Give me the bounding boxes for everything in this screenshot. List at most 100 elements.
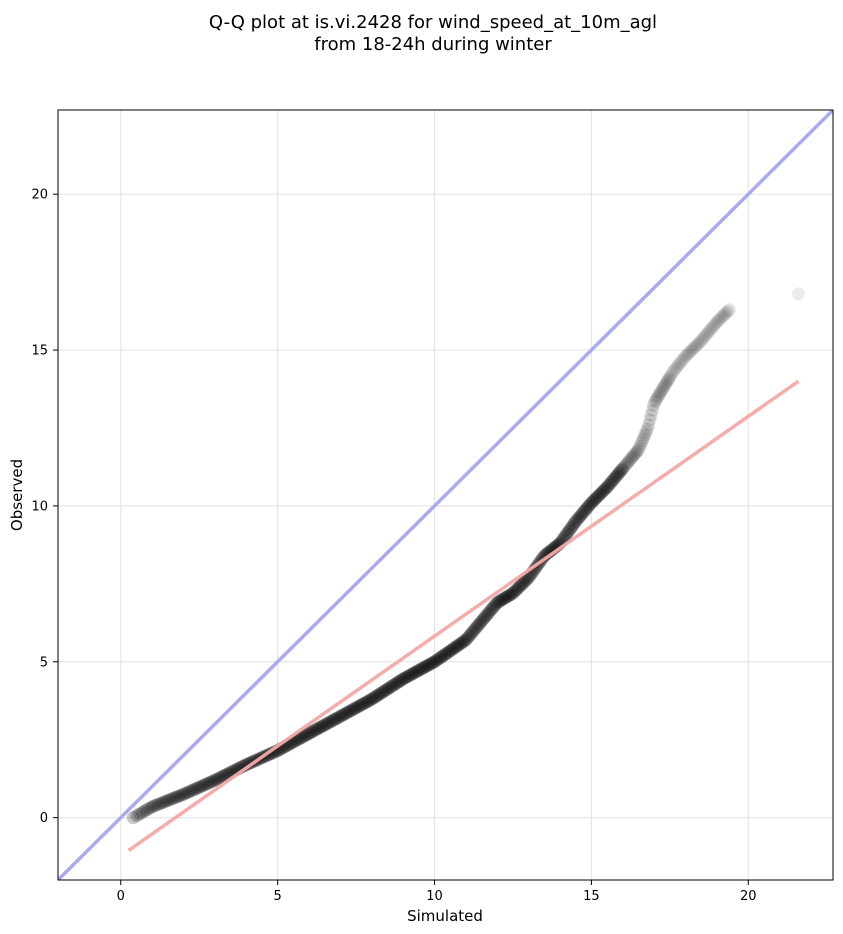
qq-point: [420, 659, 434, 673]
qq-point: [307, 724, 321, 738]
qq-point: [666, 364, 680, 378]
qq-point: [491, 595, 505, 609]
qq-point: [642, 418, 656, 432]
qq-point: [239, 758, 253, 772]
qq-point: [625, 450, 639, 464]
qq-point: [360, 695, 374, 709]
qq-point: [338, 707, 352, 721]
qq-point: [685, 343, 699, 357]
x-tick-label: 0: [117, 889, 125, 904]
qq-point: [561, 525, 575, 539]
qq-point: [483, 604, 497, 618]
y-tick-label: 10: [31, 499, 48, 514]
qq-point: [492, 594, 506, 608]
qq-point: [471, 618, 485, 632]
y-tick-label: 20: [31, 188, 48, 203]
qq-point: [428, 654, 442, 668]
qq-point: [332, 710, 346, 724]
qq-point: [375, 685, 389, 699]
qq-point: [478, 611, 492, 625]
qq-point: [618, 459, 632, 473]
qq-point: [574, 508, 588, 522]
qq-point: [638, 428, 652, 442]
qq-point: [516, 576, 530, 590]
qq-point: [147, 799, 161, 813]
qq-point: [687, 341, 701, 355]
qq-point: [190, 781, 204, 795]
qq-point: [701, 326, 715, 340]
qq-point: [612, 466, 626, 480]
qq-point: [145, 800, 159, 814]
qq-point: [398, 671, 412, 685]
qq-point: [620, 456, 634, 470]
y-tick-label: 5: [40, 655, 48, 670]
qq-point: [709, 316, 723, 330]
qq-point: [462, 630, 476, 644]
qq-point: [614, 463, 628, 477]
qq-point: [494, 594, 508, 608]
qq-point: [328, 712, 342, 726]
qq-point: [479, 609, 493, 623]
qq-point: [567, 516, 581, 530]
qq-point: [558, 529, 572, 543]
qq-point: [472, 617, 486, 631]
qq-point: [331, 711, 345, 725]
qq-point: [560, 527, 574, 541]
qq-point: [391, 675, 405, 689]
plot-area: [58, 110, 833, 880]
qq-point: [480, 607, 494, 621]
qq-point: [634, 437, 648, 451]
qq-point: [370, 689, 384, 703]
qq-point: [671, 358, 685, 372]
qq-point: [569, 514, 583, 528]
qq-point: [155, 796, 169, 810]
qq-point: [310, 722, 324, 736]
qq-point: [468, 622, 482, 636]
qq-point: [395, 673, 409, 687]
qq-point: [405, 667, 419, 681]
qq-point: [126, 811, 140, 825]
qq-point: [456, 635, 470, 649]
qq-point: [699, 328, 713, 342]
qq-point: [173, 789, 187, 803]
qq-point: [365, 692, 379, 706]
axis-ticks: 0 5 10 15 20 0 5 10 15 20: [31, 188, 756, 904]
qq-point: [184, 784, 198, 798]
qq-point: [691, 337, 705, 351]
qq-point: [648, 395, 662, 409]
qq-point: [319, 717, 333, 731]
qq-point: [602, 478, 616, 492]
qq-point: [586, 494, 600, 508]
qq-point: [322, 716, 336, 730]
qq-point: [357, 697, 371, 711]
qq-point: [354, 698, 368, 712]
qq-point: [381, 682, 395, 696]
qq-point: [507, 585, 521, 599]
qq-point: [133, 807, 147, 821]
qq-point: [396, 672, 410, 686]
qq-point: [640, 422, 654, 436]
qq-point: [696, 332, 710, 346]
qq-point: [448, 640, 462, 654]
qq-point: [175, 788, 189, 802]
qq-point: [684, 344, 698, 358]
x-tick-label: 20: [740, 889, 757, 904]
qq-point: [440, 646, 454, 660]
qq-point: [650, 391, 664, 405]
qq-point: [677, 351, 691, 365]
qq-point: [414, 662, 428, 676]
qq-point: [613, 465, 627, 479]
qq-point: [350, 700, 364, 714]
qq-point: [653, 387, 667, 401]
qq-point: [217, 768, 231, 782]
qq-point: [421, 658, 435, 672]
qq-point: [682, 346, 696, 360]
qq-point: [697, 330, 711, 344]
qq-point: [389, 676, 403, 690]
qq-point: [140, 803, 154, 817]
qq-point: [659, 376, 673, 390]
qq-point: [674, 355, 688, 369]
qq-point: [182, 785, 196, 799]
qq-point: [212, 771, 226, 785]
qq-point: [713, 312, 727, 326]
